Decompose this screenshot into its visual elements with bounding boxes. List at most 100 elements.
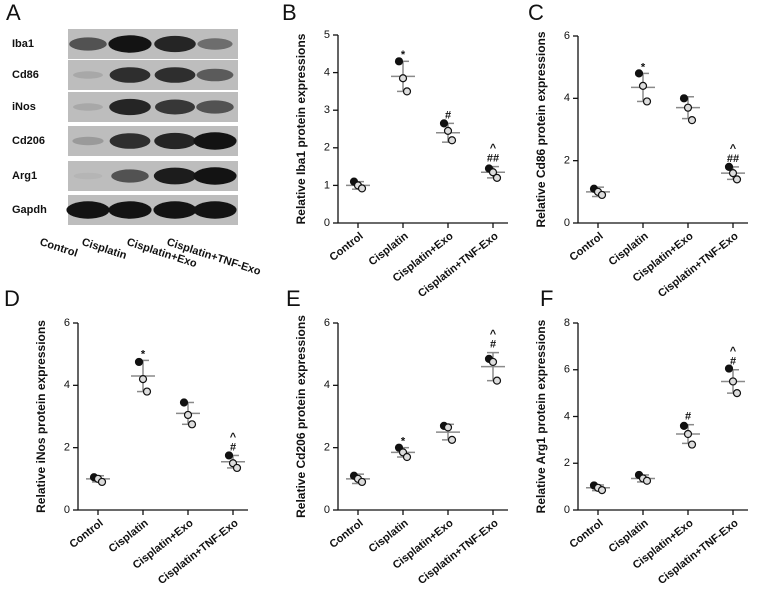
data-point: [357, 477, 367, 487]
x-tick-label: Cisplatin: [367, 230, 411, 268]
y-axis-label: Relative Cd86 protein expressions: [534, 31, 548, 227]
blot-band: [196, 68, 234, 82]
x-tick-label: Cisplatin+TNF-Exo: [656, 517, 741, 587]
y-tick-label: 5: [324, 29, 330, 41]
data-point: [183, 410, 193, 420]
x-tick-label: Cisplatin: [107, 517, 151, 555]
data-point: [642, 476, 652, 485]
blot-row-label: Cd86: [12, 69, 39, 81]
data-point: [224, 451, 234, 460]
data-point: [724, 162, 734, 171]
blot-band: [154, 132, 196, 150]
y-tick-label: 0: [324, 217, 330, 229]
x-tick-label: Cisplatin: [367, 517, 411, 555]
x-tick-label: Control: [67, 517, 105, 551]
data-point: [687, 440, 697, 449]
blot-band: [193, 132, 237, 150]
blot-row-label: Iba1: [12, 38, 34, 50]
significance-mark: #: [685, 411, 691, 423]
data-point: [443, 126, 453, 135]
data-point: [683, 429, 693, 439]
significance-mark: ^: [490, 143, 497, 155]
blot-band: [153, 167, 197, 185]
y-tick-label: 2: [64, 442, 70, 454]
data-point: [634, 69, 644, 78]
data-point: [134, 357, 144, 367]
y-tick-label: 1: [324, 179, 330, 191]
y-tick-label: 4: [64, 379, 70, 391]
y-tick-label: 0: [564, 217, 570, 229]
blot-band: [155, 99, 195, 115]
y-tick-label: 6: [324, 317, 330, 329]
data-point: [492, 173, 502, 182]
y-axis-label: Relative Cd206 protein expressions: [294, 315, 308, 518]
blot-band: [197, 38, 233, 50]
y-tick-label: 4: [564, 92, 570, 104]
data-point: [179, 398, 189, 407]
data-point: [728, 169, 738, 178]
blot-band: [108, 35, 152, 53]
y-tick-label: 2: [324, 142, 330, 154]
significance-mark: *: [641, 61, 646, 73]
y-tick-label: 4: [564, 410, 570, 422]
x-tick-label: Cisplatin+TNF-Exo: [156, 517, 241, 587]
x-tick-label: Cisplatin+TNF-Exo: [416, 517, 501, 587]
data-point: [642, 97, 652, 106]
y-tick-label: 2: [564, 457, 570, 469]
blot-band: [154, 67, 196, 83]
y-tick-label: 3: [324, 104, 330, 116]
data-point: [488, 168, 498, 177]
data-point: [679, 94, 689, 103]
blot-band: [69, 37, 107, 51]
y-tick-label: 0: [64, 504, 70, 516]
data-point: [597, 486, 607, 495]
data-point: [638, 81, 648, 90]
data-point: [398, 74, 408, 83]
significance-mark: #: [490, 339, 496, 351]
y-tick-label: 4: [324, 379, 330, 391]
y-tick-label: 6: [564, 364, 570, 376]
y-tick-label: 4: [324, 67, 330, 79]
x-tick-label: Control: [327, 230, 365, 264]
x-tick-label: Cisplatin: [607, 517, 651, 555]
data-point: [679, 421, 689, 430]
panel-letter: B: [282, 0, 297, 25]
y-tick-label: 2: [564, 155, 570, 167]
significance-mark: *: [141, 348, 146, 360]
x-tick-label: Cisplatin+TNF-Exo: [656, 230, 741, 300]
blot-band: [73, 172, 103, 180]
significance-mark: #: [730, 356, 736, 368]
significance-mark: *: [401, 49, 406, 61]
y-tick-label: 6: [64, 317, 70, 329]
y-axis-label: Relative Arg1 protein expressions: [534, 319, 548, 513]
data-point: [142, 387, 152, 396]
blot-band: [153, 201, 197, 219]
blot-band: [109, 98, 151, 116]
blot-band: [66, 201, 110, 219]
data-point: [138, 375, 148, 384]
x-tick-label: Control: [567, 517, 605, 551]
y-axis-label: Relative Iba1 protein expressions: [294, 33, 308, 224]
y-axis-label: Relative iNos protein expressions: [34, 320, 48, 513]
y-tick-label: 0: [324, 504, 330, 516]
data-point: [439, 119, 449, 128]
panel-letter: A: [6, 0, 21, 25]
blot-band: [109, 133, 151, 149]
data-point: [732, 389, 742, 398]
significance-mark: *: [401, 436, 406, 448]
data-point: [443, 423, 453, 432]
data-point: [402, 87, 412, 96]
blot-band: [72, 136, 104, 146]
data-point: [724, 364, 734, 373]
data-point: [187, 420, 197, 429]
blot-band: [193, 167, 237, 185]
data-point: [728, 377, 738, 386]
data-point: [488, 357, 498, 367]
blot-band: [193, 201, 237, 219]
data-point: [447, 435, 457, 444]
data-point: [492, 376, 502, 385]
x-tick-label: Cisplatin: [607, 230, 651, 268]
blot-band: [111, 169, 149, 183]
significance-mark: ##: [727, 153, 739, 165]
